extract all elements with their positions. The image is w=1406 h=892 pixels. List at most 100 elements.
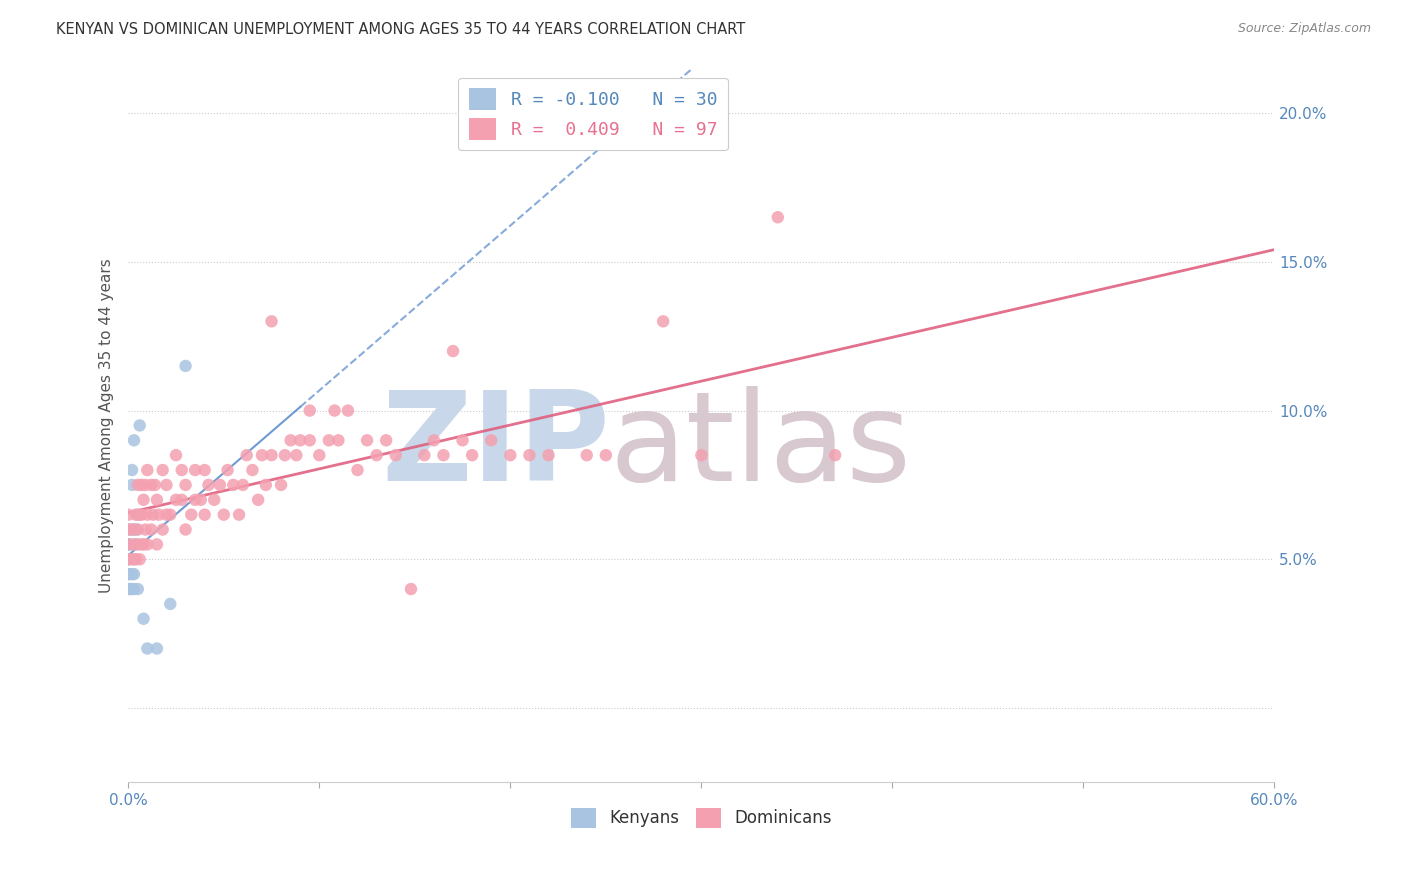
- Text: ZIP: ZIP: [381, 386, 610, 508]
- Point: [132, 537, 155, 551]
- Point: [159, 597, 181, 611]
- Point: [121, 523, 143, 537]
- Point: [318, 434, 340, 448]
- Point: [131, 478, 153, 492]
- Point: [132, 612, 155, 626]
- Point: [127, 508, 149, 522]
- Point: [121, 523, 143, 537]
- Point: [117, 552, 139, 566]
- Point: [290, 434, 312, 448]
- Point: [336, 403, 359, 417]
- Point: [270, 478, 292, 492]
- Point: [170, 463, 193, 477]
- Point: [208, 478, 231, 492]
- Point: [125, 508, 148, 522]
- Point: [127, 478, 149, 492]
- Point: [122, 582, 145, 596]
- Point: [254, 478, 277, 492]
- Point: [128, 508, 150, 522]
- Point: [308, 448, 330, 462]
- Point: [194, 508, 217, 522]
- Text: Source: ZipAtlas.com: Source: ZipAtlas.com: [1237, 22, 1371, 36]
- Point: [280, 434, 302, 448]
- Point: [519, 448, 541, 462]
- Point: [499, 448, 522, 462]
- Point: [242, 463, 264, 477]
- Point: [575, 448, 598, 462]
- Point: [346, 463, 368, 477]
- Point: [143, 478, 166, 492]
- Point: [122, 523, 145, 537]
- Point: [121, 567, 143, 582]
- Y-axis label: Unemployment Among Ages 35 to 44 years: Unemployment Among Ages 35 to 44 years: [100, 258, 114, 593]
- Point: [122, 552, 145, 566]
- Point: [375, 434, 398, 448]
- Point: [399, 582, 422, 596]
- Point: [165, 492, 187, 507]
- Point: [117, 552, 139, 566]
- Point: [170, 492, 193, 507]
- Point: [136, 641, 159, 656]
- Point: [194, 463, 217, 477]
- Point: [202, 492, 225, 507]
- Point: [250, 448, 273, 462]
- Point: [131, 508, 153, 522]
- Point: [136, 537, 159, 551]
- Point: [180, 508, 202, 522]
- Point: [127, 523, 149, 537]
- Point: [274, 448, 297, 462]
- Point: [235, 448, 257, 462]
- Point: [127, 537, 149, 551]
- Point: [356, 434, 378, 448]
- Point: [432, 448, 454, 462]
- Point: [190, 492, 212, 507]
- Point: [159, 508, 181, 522]
- Point: [155, 478, 177, 492]
- Point: [134, 523, 156, 537]
- Point: [117, 537, 139, 551]
- Point: [117, 523, 139, 537]
- Point: [423, 434, 446, 448]
- Point: [121, 552, 143, 566]
- Point: [824, 448, 846, 462]
- Point: [174, 478, 197, 492]
- Point: [136, 463, 159, 477]
- Point: [141, 478, 163, 492]
- Point: [134, 478, 156, 492]
- Point: [690, 448, 713, 462]
- Text: atlas: atlas: [610, 386, 912, 508]
- Point: [451, 434, 474, 448]
- Point: [120, 537, 142, 551]
- Point: [285, 448, 308, 462]
- Point: [146, 492, 169, 507]
- Point: [222, 478, 245, 492]
- Point: [155, 508, 177, 522]
- Point: [122, 434, 145, 448]
- Point: [152, 463, 174, 477]
- Point: [125, 523, 148, 537]
- Point: [121, 582, 143, 596]
- Point: [197, 478, 219, 492]
- Point: [595, 448, 617, 462]
- Point: [461, 448, 484, 462]
- Point: [120, 582, 142, 596]
- Point: [117, 552, 139, 566]
- Point: [441, 344, 464, 359]
- Point: [260, 314, 283, 328]
- Point: [766, 211, 789, 225]
- Point: [260, 448, 283, 462]
- Point: [479, 434, 502, 448]
- Point: [323, 403, 346, 417]
- Point: [217, 463, 239, 477]
- Point: [122, 567, 145, 582]
- Point: [122, 537, 145, 551]
- Point: [652, 314, 675, 328]
- Point: [298, 434, 321, 448]
- Point: [121, 478, 143, 492]
- Point: [184, 492, 207, 507]
- Point: [247, 492, 270, 507]
- Point: [117, 582, 139, 596]
- Point: [413, 448, 436, 462]
- Point: [117, 567, 139, 582]
- Point: [174, 359, 197, 373]
